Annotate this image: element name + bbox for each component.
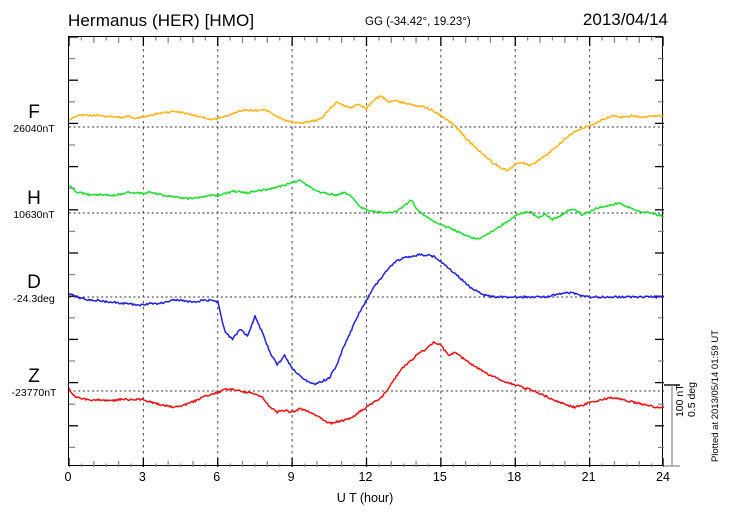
- component-letter-z: Z: [28, 366, 40, 387]
- scale-bar-unit-line2: 0.5 deg: [686, 382, 699, 418]
- x-tick-label: 15: [432, 470, 447, 484]
- component-letter-h: H: [27, 188, 41, 209]
- component-value-z: -23770nT: [11, 386, 57, 399]
- plot-frame: [68, 36, 664, 467]
- x-axis-tick-labels: 0 3 6 9 12 15 18 21 24: [64, 470, 670, 488]
- x-tick-label: 21: [581, 470, 596, 484]
- x-axis-title: U T (hour): [336, 491, 394, 505]
- x-tick-label: 9: [287, 470, 295, 484]
- component-value-h: 10630nT: [13, 208, 55, 221]
- grid-layer: [142, 37, 591, 467]
- x-tick-label: 12: [358, 470, 373, 484]
- component-label-f: F 26040nT: [2, 103, 66, 135]
- scale-bar-unit-label: 100 nT 0.5 deg: [674, 382, 698, 417]
- x-tick-label: 18: [507, 470, 522, 484]
- component-traces-layer: [69, 95, 664, 425]
- x-tick-label: 6: [213, 470, 221, 484]
- component-letter-f: F: [28, 102, 40, 123]
- scale-bar-graphic: [664, 384, 680, 467]
- station-title: Hermanus (HER) [HMO]: [68, 11, 255, 30]
- component-label-h: H 10630nT: [2, 189, 66, 221]
- chart-date: 2013/04/14: [582, 10, 668, 29]
- component-value-f: 26040nT: [13, 122, 55, 135]
- component-label-z: Z -23770nT: [2, 367, 66, 399]
- plotted-timestamp: Plotted at 2013/05/14 01:59 UT: [710, 330, 721, 463]
- magnetogram-plot: [69, 37, 664, 467]
- x-tick-label: 24: [656, 470, 670, 484]
- component-letter-d: D: [27, 272, 41, 293]
- scale-bar-unit-line1: 100 nT: [674, 384, 686, 418]
- x-tick-label: 3: [138, 470, 146, 484]
- component-value-d: -24.3deg: [13, 292, 55, 305]
- x-tick-label: 0: [64, 470, 72, 484]
- component-label-d: D -24.3deg: [2, 273, 66, 305]
- geographic-coordinates: GG (-34.42°, 19.23°): [365, 16, 471, 28]
- scale-bar: 100 nT 0.5 deg Plotted at 2013/05/14 01:5…: [664, 330, 730, 490]
